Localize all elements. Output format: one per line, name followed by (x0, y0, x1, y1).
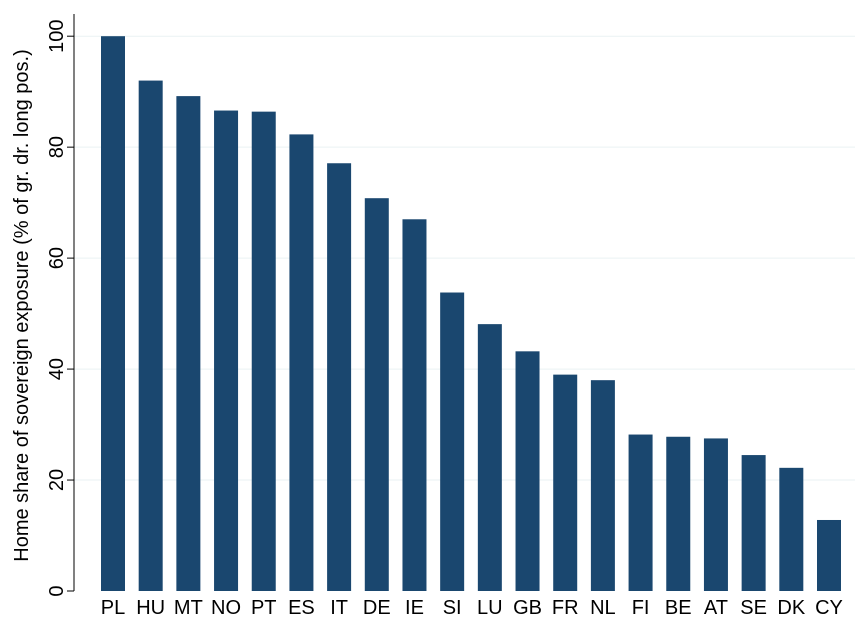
bar-se (741, 455, 766, 591)
x-tick-label-at: AT (704, 597, 728, 619)
x-tick-label-si: SI (443, 597, 462, 619)
x-tick-label-mt: MT (174, 597, 203, 619)
y-tick-label-80: 80 (46, 136, 68, 158)
x-tick-label-be: BE (665, 597, 692, 619)
x-tick-label-cy: CY (815, 597, 843, 619)
x-tick-label-lu: LU (477, 597, 503, 619)
x-tick-label-nl: NL (590, 597, 616, 619)
x-tick-label-pt: PT (251, 597, 277, 619)
x-tick-label-fr: FR (552, 597, 579, 619)
bar-lu (477, 324, 502, 591)
x-tick-label-se: SE (740, 597, 767, 619)
x-tick-label-no: NO (211, 597, 241, 619)
bar-pt (251, 111, 276, 592)
x-tick-labels: PL HU MT NO PT ES IT DE IE SI LU GB FR NL FI BE AT SE DK CY (101, 597, 843, 619)
x-tick-label-dk: DK (777, 597, 805, 619)
bars (101, 36, 841, 592)
bar-no (214, 110, 239, 592)
bar-nl (590, 380, 615, 591)
bar-fr (553, 374, 578, 591)
bar-ie (402, 219, 427, 591)
y-tick-label-20: 20 (46, 469, 68, 491)
bar-at (703, 438, 728, 591)
y-axis-title: Home share of sovereign exposure (% of g… (11, 49, 33, 562)
bar-it (327, 163, 352, 591)
x-tick-label-fi: FI (632, 597, 650, 619)
bar-gb (515, 351, 540, 591)
bar-pl (101, 36, 125, 591)
x-tick-label-hu: HU (136, 597, 165, 619)
x-tick-label-pl: PL (101, 597, 125, 619)
x-tick-label-gb: GB (513, 597, 542, 619)
bar-mt (176, 96, 201, 591)
bar-dk (779, 467, 804, 591)
y-tick-label-40: 40 (46, 358, 68, 380)
bar-be (666, 436, 691, 591)
x-tick-label-es: ES (288, 597, 315, 619)
bar-es (289, 134, 314, 592)
x-tick-label-ie: IE (405, 597, 424, 619)
y-tick-label-100: 100 (46, 20, 68, 53)
bar-si (440, 292, 465, 591)
bar-fi (628, 434, 653, 591)
x-tick-label-de: DE (363, 597, 391, 619)
x-tick-label-it: IT (330, 597, 348, 619)
y-tick-labels: 0 20 40 60 80 100 (46, 20, 68, 597)
bar-de (364, 198, 389, 591)
bar-cy (817, 519, 841, 591)
bar-hu (138, 80, 163, 592)
y-tick-label-0: 0 (46, 585, 68, 596)
y-axis (67, 14, 75, 592)
y-tick-label-60: 60 (46, 247, 68, 269)
